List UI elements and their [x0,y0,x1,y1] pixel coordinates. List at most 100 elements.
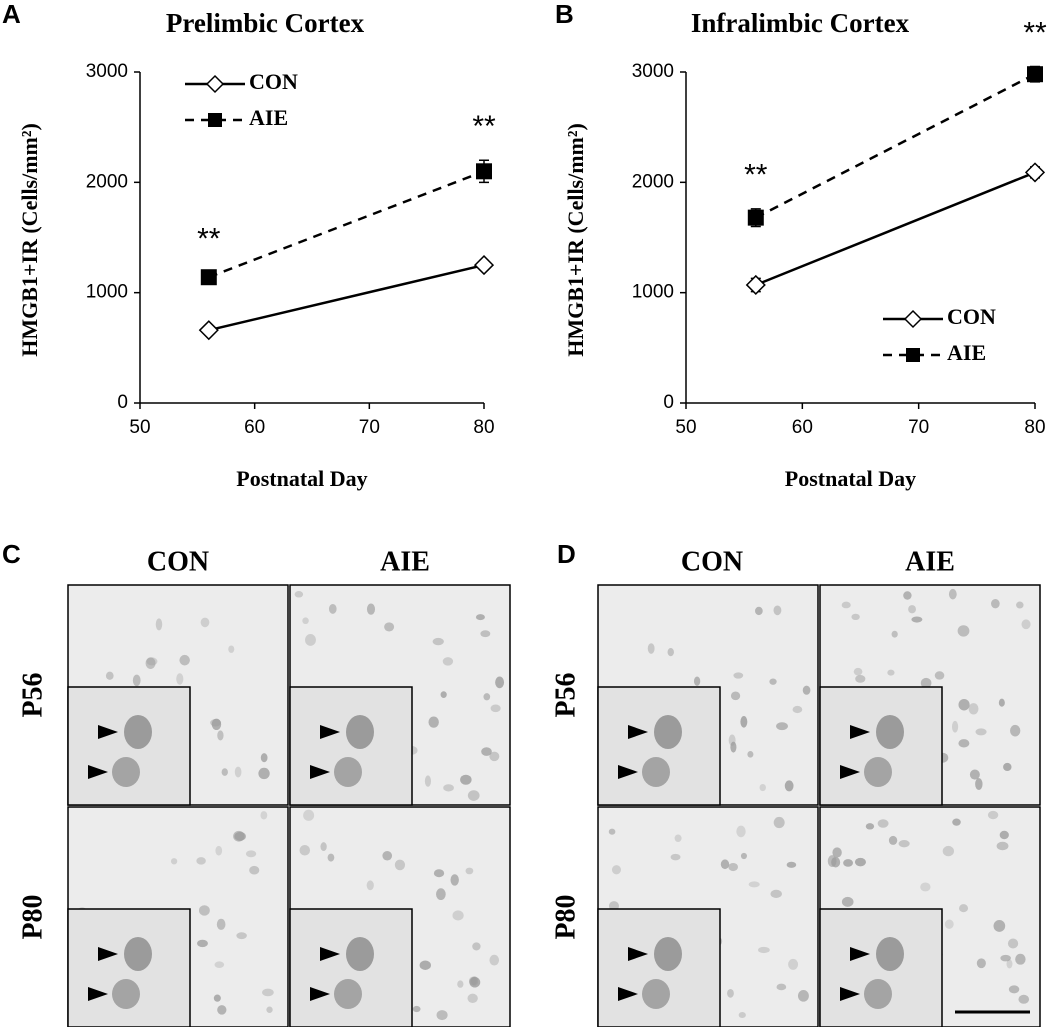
cell [260,753,268,763]
cell [258,767,270,780]
cell [740,852,747,860]
y-axis-label: HMGB1+IR (Cells/mm²) [17,123,42,357]
arrowhead [320,725,340,739]
cell [450,874,459,886]
cell [366,603,376,615]
arrowhead [98,725,118,739]
x-axis-label: Postnatal Day [785,466,916,491]
cell [841,896,854,907]
cell [266,1006,273,1014]
cell [976,958,986,969]
cell [903,591,912,600]
arrowhead [98,947,118,961]
cell [489,751,500,762]
cell [1018,994,1030,1004]
panel-label: A [2,0,21,29]
inset-cell [334,757,362,787]
cell [452,910,464,921]
cell [957,625,970,637]
cell [249,865,260,875]
cell [245,850,257,858]
cell [728,734,736,746]
significance: ** [472,110,496,143]
cell [969,769,980,780]
y-tick-label: 3000 [632,61,674,82]
cell [784,780,794,792]
cell [215,845,223,856]
cell [865,823,875,830]
cell [155,618,163,631]
cell [855,675,866,683]
inset [67,908,191,1027]
cell [214,961,225,968]
legend-label: AIE [249,105,288,130]
cell [1006,959,1013,969]
cell [442,657,454,666]
inset-cell [642,757,670,787]
cell [730,741,737,753]
cell [170,858,178,865]
row-label: P56 [17,672,48,717]
cell [436,888,446,901]
cell [942,845,955,857]
cell [228,645,235,653]
arrowhead [88,765,108,779]
cell [670,853,681,861]
cell [736,825,746,838]
cell [320,842,327,852]
cell [853,667,863,676]
marker [747,209,764,226]
chart-title: Infralimbic Cortex [691,8,910,38]
cell [797,990,809,1002]
cell [755,606,763,616]
cell [428,716,439,728]
arrowhead [850,947,870,961]
cell [776,722,788,731]
arrowhead [628,725,648,739]
cell [1016,601,1024,609]
cell [948,588,957,600]
cell [991,598,1000,609]
cell [197,939,208,948]
y-tick-label: 3000 [86,61,128,82]
cell [747,750,754,758]
cell [1008,985,1020,994]
cell [217,1005,227,1015]
cell [433,869,445,878]
cell [730,691,741,701]
series-line [755,171,1036,287]
y-tick-label: 1000 [632,282,674,303]
marker [745,274,766,296]
cell [996,841,1009,851]
cell [1021,619,1031,630]
x-tick-label: 70 [908,417,929,438]
cell [1000,954,1011,962]
cell [738,1012,746,1019]
cell [674,834,682,842]
cell [196,857,206,865]
cell [1010,724,1021,737]
series-line [208,263,485,332]
y-tick-label: 2000 [632,171,674,192]
cell [887,669,895,676]
y-tick-label: 0 [117,392,128,413]
significance: ** [744,159,768,192]
micrograph [67,806,289,1027]
cell [234,831,246,841]
cell [327,853,335,862]
inset [67,686,191,806]
column-label: CON [147,546,209,577]
cell [480,630,491,638]
arrowhead [840,987,860,1001]
cell [959,904,969,913]
cell [647,643,655,654]
cell [384,622,395,632]
cell [176,673,184,685]
legend-marker [903,309,923,329]
x-axis-label: Postnatal Day [236,466,367,491]
arrowhead [618,987,638,1001]
cell [720,859,730,870]
inset-cell [334,979,362,1009]
cell [888,835,898,845]
arrowhead [88,987,108,1001]
